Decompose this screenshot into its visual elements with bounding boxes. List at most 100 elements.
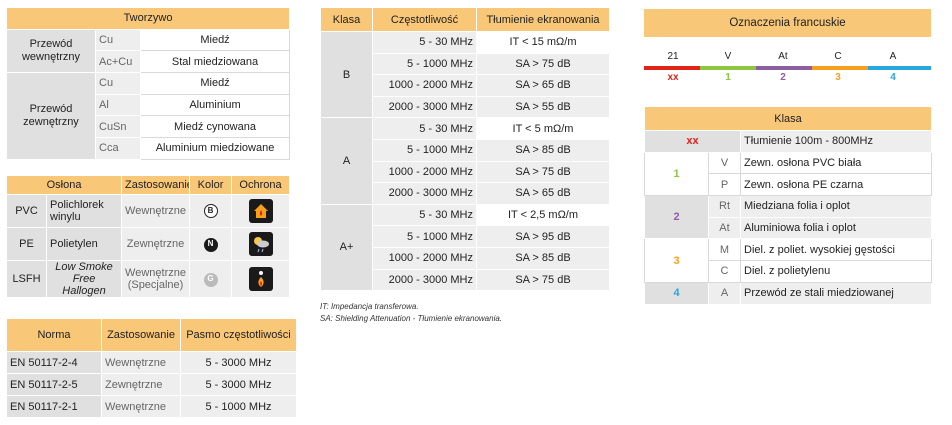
tworzywo-table: Tworzywo Przewód wewnętrzny Cu Miedź Ac+… — [5, 7, 291, 160]
tworzywo-code: Cu — [95, 72, 141, 95]
norma-code: EN 50117-2-4 — [6, 351, 102, 374]
klasa-label: A+ — [320, 203, 373, 292]
klasa-header: Częstotliwość — [372, 7, 477, 32]
segment-code: 1 — [725, 72, 731, 83]
segment-label: C — [834, 51, 842, 62]
francuskie-title: Oznaczenia francuskie — [644, 9, 931, 37]
tworzywo-code: CuSn — [95, 115, 141, 139]
tworzywo-material: Miedź cynowana — [139, 115, 291, 139]
segment-code: 2 — [780, 72, 786, 83]
klasa-freq: 2000 - 3000 MHz — [372, 182, 477, 205]
klasa2-code: C — [708, 260, 741, 283]
segment-label: At — [778, 51, 788, 62]
norma-band: 5 - 3000 MHz — [180, 351, 297, 374]
segment-bar — [756, 66, 812, 70]
norma-use: Wewnętrzne — [101, 351, 181, 374]
norma-header: Norma — [6, 318, 102, 352]
klasa2-num: 2 — [644, 195, 709, 240]
color-badge: N — [203, 237, 218, 252]
oslona-use: Zewnętrzne — [121, 227, 191, 261]
weather-icon — [248, 232, 273, 256]
norma-use: Zewnętrzne — [101, 373, 181, 396]
klasa-freq: 1000 - 2000 MHz — [372, 160, 477, 184]
segment-bar — [812, 66, 868, 70]
segment-code: 3 — [835, 72, 841, 83]
klasa-freq: 1000 - 2000 MHz — [372, 74, 477, 97]
klasa-label: B — [320, 30, 373, 119]
klasa2-code: Rt — [708, 195, 741, 218]
norma-code: EN 50117-2-1 — [6, 395, 102, 418]
klasa2-code: At — [708, 216, 741, 240]
klasa2-desc: Diel. z poliet. wysokiej gęstości — [739, 238, 933, 262]
norma-header: Pasmo częstotliwości — [180, 318, 297, 352]
oslona-table: Osłona Zastosowanie Kolor Ochrona PVC Po… — [5, 175, 291, 298]
oslona-code: LSFH — [6, 260, 47, 298]
klasa-value: IT < 5 mΩ/m — [476, 117, 610, 140]
oslona-name: Low Smoke Free Hallogen — [45, 260, 123, 298]
klasa2-num: 1 — [644, 151, 709, 197]
oslona-color-cell: G — [189, 260, 233, 298]
norma-use: Wewnętrzne — [101, 395, 181, 418]
segment-code: 4 — [890, 72, 896, 83]
klasa2-desc: Aluminiowa folia i oplot — [739, 216, 933, 240]
klasa2-num: xx — [644, 130, 741, 153]
klasa-value: SA > 75 dB — [476, 52, 610, 76]
oslona-color-cell: N — [189, 227, 233, 261]
oslona-header: Ochrona — [231, 175, 291, 195]
tworzywo-material: Miedź — [139, 28, 291, 52]
footnote: SA: Shielding Attenuation - Tłumienie ek… — [320, 314, 503, 323]
tworzywo-material: Aluminium — [139, 93, 291, 117]
oslona-header: Osłona — [5, 175, 123, 195]
klasa2-desc: Przewód ze stali miedziowanej — [739, 281, 933, 305]
segment-label: 21 — [667, 51, 679, 62]
klasa2-code: M — [708, 238, 741, 262]
segment-label: V — [724, 51, 732, 62]
klasa2-desc: Tłumienie 100m - 800MHz — [739, 130, 933, 153]
klasa2-desc: Diel. z polietylenu — [739, 260, 933, 283]
klasa2-desc: Miedziana folia i oplot — [739, 195, 933, 218]
segment-code: xx — [667, 72, 679, 83]
tworzywo-code: Cu — [95, 28, 141, 52]
house-fire-icon — [248, 199, 273, 223]
klasa-freq: 5 - 1000 MHz — [372, 138, 477, 162]
klasa-value: SA > 75 dB — [476, 160, 610, 184]
oslona-icon-cell — [231, 227, 291, 261]
klasa-header: Tłumienie ekranowania — [476, 7, 610, 32]
tworzywo-material: Miedź — [139, 72, 291, 95]
klasa-table: Klasa Częstotliwość Tłumienie ekranowani… — [320, 7, 610, 292]
tworzywo-group-label: Przewód wewnętrzny — [6, 28, 96, 74]
norma-table: Norma Zastosowanie Pasmo częstotliwości … — [6, 318, 297, 418]
segment-bar — [644, 66, 700, 70]
klasa2-num: 4 — [644, 281, 709, 305]
klasa-value: SA > 85 dB — [476, 246, 610, 270]
klasa-value: IT < 2,5 mΩ/m — [476, 203, 610, 227]
klasa-freq: 5 - 30 MHz — [372, 31, 477, 54]
oslona-code: PVC — [6, 194, 47, 228]
klasa2-desc: Zewn. osłona PE czarna — [739, 173, 933, 197]
klasa-value: SA > 55 dB — [476, 95, 610, 119]
norma-header: Zastosowanie — [101, 318, 181, 352]
tworzywo-material: Stal miedziowana — [139, 50, 291, 74]
oslona-header: Kolor — [189, 175, 233, 195]
klasa2-table: Klasa xx Tłumienie 100m - 800MHz 1 V Zew… — [643, 106, 933, 305]
klasa2-code: V — [708, 151, 741, 175]
oslona-icon-cell — [231, 260, 291, 298]
segment-label: A — [889, 51, 897, 62]
klasa-freq: 5 - 30 MHz — [372, 117, 477, 140]
tworzywo-group-label: Przewód zewnętrzny — [6, 72, 96, 160]
oslona-name: Polietylen — [45, 227, 123, 261]
color-badge: G — [203, 272, 218, 287]
klasa-label: A — [320, 117, 373, 205]
tworzywo-material: Aluminium miedziowane — [139, 137, 291, 160]
klasa-freq: 5 - 1000 MHz — [372, 225, 477, 248]
segment-bar — [700, 66, 756, 70]
color-badge: B — [203, 204, 218, 218]
oslona-use: Wewnętrzne — [121, 194, 191, 228]
oslona-code: PE — [6, 227, 47, 261]
tworzywo-code: Al — [95, 93, 141, 117]
norma-band: 5 - 1000 MHz — [180, 395, 297, 418]
klasa-header: Klasa — [320, 7, 373, 32]
person-fire-icon — [248, 267, 273, 291]
klasa-freq: 2000 - 3000 MHz — [372, 268, 477, 292]
klasa-value: SA > 75 dB — [476, 268, 610, 292]
